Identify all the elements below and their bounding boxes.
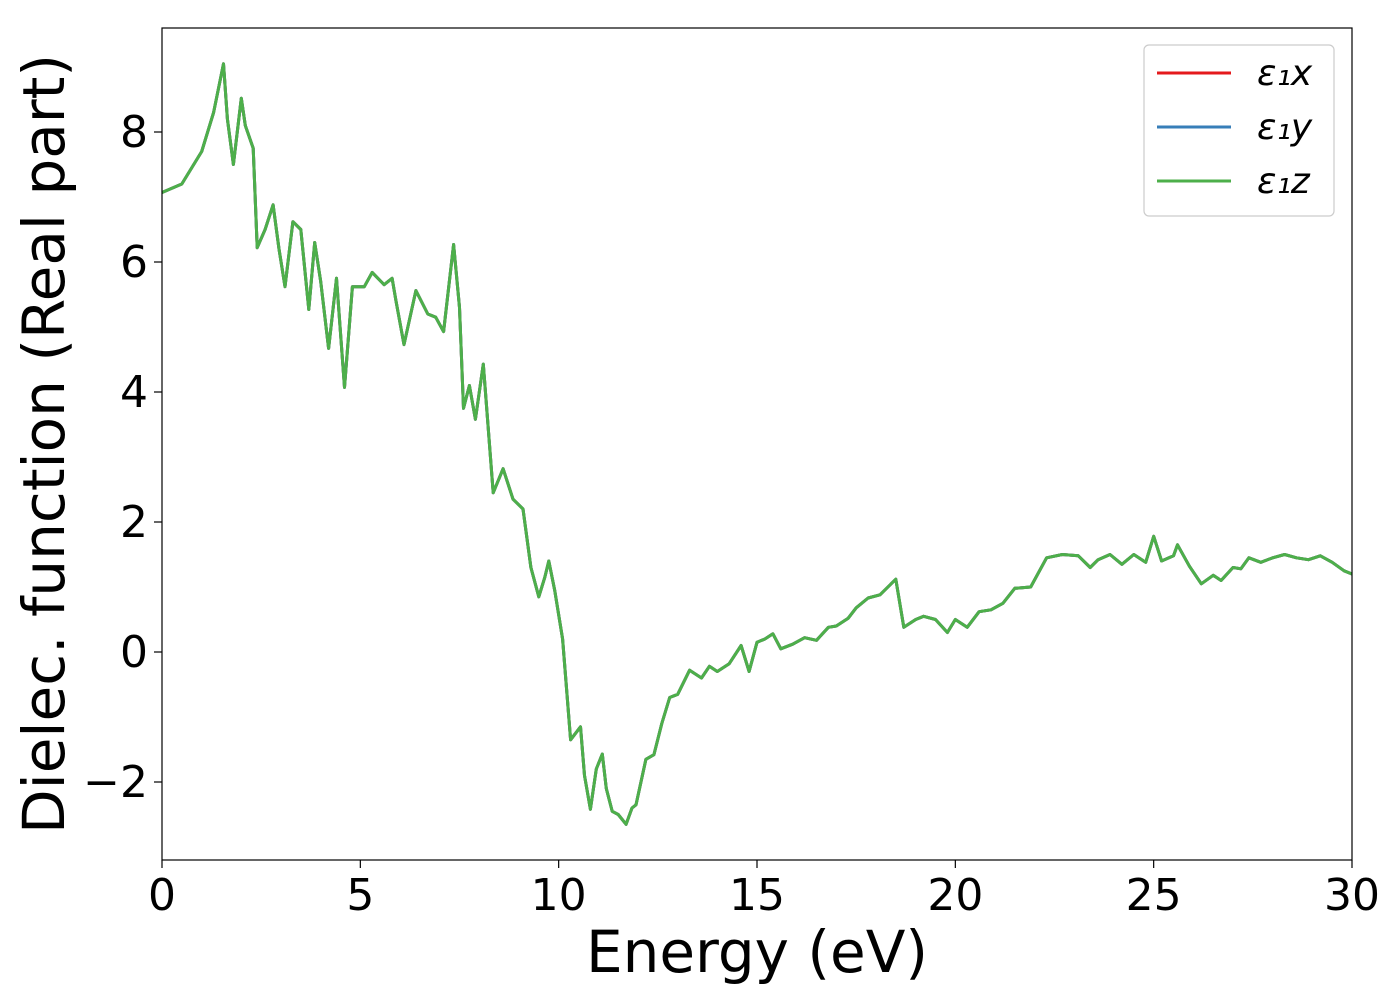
legend-label: ε₁x (1257, 53, 1313, 94)
legend-label: ε₁z (1257, 161, 1311, 202)
x-axis-ticks: 0 5 10 15 20 25 30 (148, 860, 1380, 921)
y-axis-ticks: −2 0 2 4 6 8 (83, 107, 162, 808)
x-tick-label: 10 (531, 870, 587, 921)
x-tick-label: 15 (729, 870, 785, 921)
y-axis-title: Dielec. function (Real part) (10, 54, 78, 834)
x-tick-label: 0 (148, 870, 176, 921)
y-tick-label: 4 (120, 367, 148, 418)
x-tick-label: 20 (927, 870, 983, 921)
x-axis-title: Energy (eV) (586, 918, 928, 986)
y-tick-label: 6 (120, 237, 148, 288)
series-layer (161, 62, 1353, 826)
legend-box (1143, 44, 1335, 217)
x-tick-label: 5 (346, 870, 374, 921)
y-tick-label: 0 (120, 627, 148, 678)
legend-label: ε₁y (1257, 107, 1313, 148)
y-tick-label: −2 (83, 757, 148, 808)
series-line-3 (161, 62, 1353, 826)
y-tick-label: 2 (120, 497, 148, 548)
legend: ε₁x ε₁y ε₁z (1143, 44, 1335, 217)
x-tick-label: 30 (1324, 870, 1380, 921)
y-tick-label: 8 (120, 107, 148, 158)
x-tick-label: 25 (1126, 870, 1182, 921)
